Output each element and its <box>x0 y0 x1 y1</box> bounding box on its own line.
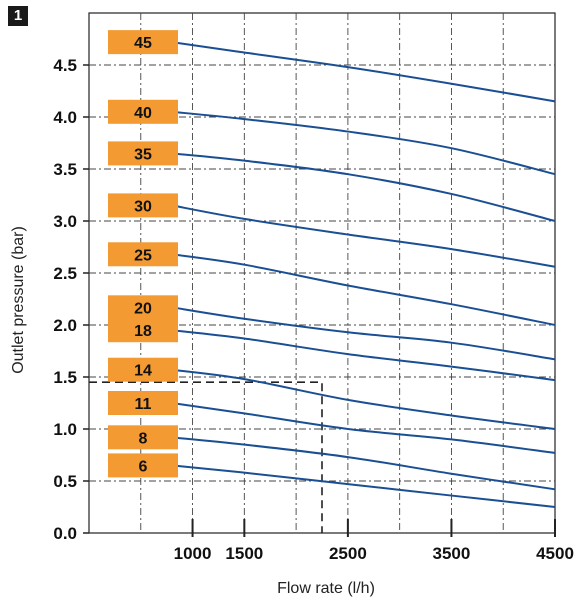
x-tick-label: 3500 <box>433 544 471 563</box>
series-label-text: 40 <box>134 105 152 122</box>
y-tick-label: 2.5 <box>53 264 77 283</box>
series-label-box <box>108 295 178 320</box>
x-tick-label: 2500 <box>329 544 367 563</box>
series-label-box <box>108 318 178 343</box>
series-label-box <box>108 193 178 218</box>
series-label-text: 14 <box>134 363 152 380</box>
y-tick-label: 1.5 <box>53 368 77 387</box>
series-label-text: 8 <box>139 430 148 447</box>
series-label-text: 30 <box>134 198 152 215</box>
series-label-text: 45 <box>134 35 152 52</box>
series-label-text: 25 <box>134 247 152 264</box>
series-line-11 <box>171 402 556 454</box>
series-label-text: 20 <box>134 300 152 317</box>
y-tick-label: 3.5 <box>53 160 77 179</box>
y-tick-label: 0.5 <box>53 472 77 491</box>
series-line-45 <box>171 41 556 103</box>
series-line-30 <box>171 204 556 268</box>
y-tick-label: 3.0 <box>53 212 77 231</box>
series-line-14 <box>171 368 556 430</box>
series-layer <box>171 41 556 508</box>
series-label-box <box>108 242 178 267</box>
series-label-box <box>108 425 178 450</box>
series-line-20 <box>171 306 556 361</box>
series-line-18 <box>171 329 556 382</box>
series-label-text: 6 <box>139 458 148 475</box>
figure-number-badge: 1 <box>8 6 28 26</box>
series-label-text: 11 <box>135 396 152 413</box>
series-line-8 <box>171 436 556 491</box>
series-line-25 <box>171 253 556 326</box>
y-tick-label: 4.0 <box>53 108 77 127</box>
series-line-6 <box>171 464 556 508</box>
series-label-box <box>108 391 178 415</box>
series-label-text: 18 <box>134 323 152 340</box>
y-tick-label: 2.0 <box>53 316 77 335</box>
series-label-box <box>108 357 178 382</box>
y-tick-label: 1.0 <box>53 420 77 439</box>
x-tick-label: 4500 <box>536 544 574 563</box>
y-tick-label: 0.0 <box>53 524 77 543</box>
series-label-box <box>108 30 178 55</box>
series-label-box <box>108 99 178 124</box>
series-line-40 <box>171 110 556 176</box>
tick-layer: 0.0 0.5 1.0 1.5 2.0 2.5 3.0 3.5 4.0 4.5 1000 1500 25… <box>53 56 574 563</box>
series-label-text: 35 <box>134 146 152 163</box>
series-label-layer: 45 40 35 30 25 20 18 14 11 8 6 <box>108 30 178 478</box>
x-axis-label: Flow rate (l/h) <box>277 580 375 597</box>
y-axis-label: Outlet pressure (bar) <box>10 226 27 374</box>
y-tick-label: 4.5 <box>53 56 77 75</box>
x-tick-label: 1500 <box>225 544 263 563</box>
series-label-box <box>108 141 178 166</box>
series-label-box <box>108 453 178 478</box>
series-line-35 <box>171 152 556 222</box>
x-tick-label: 1000 <box>174 544 212 563</box>
